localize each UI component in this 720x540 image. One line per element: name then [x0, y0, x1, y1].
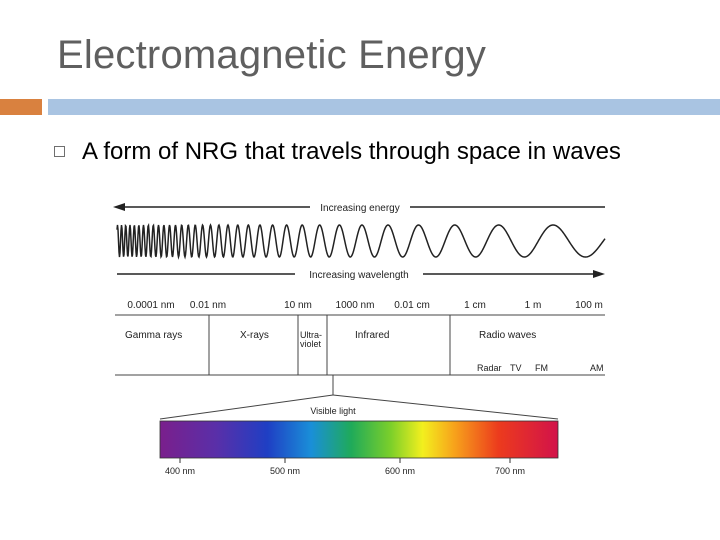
band-radar: Radar [477, 363, 502, 373]
energy-arrow [113, 203, 605, 211]
band-tv: TV [510, 363, 522, 373]
energy-arrow-label: Increasing energy [320, 203, 400, 214]
title-divider-bar [48, 99, 720, 115]
slide-title: Electromagnetic Energy [57, 33, 487, 77]
wavelength-scale: 0.0001 nm 0.01 nm 10 nm 1000 nm 0.01 cm … [127, 300, 603, 311]
region-ultraviolet-1: Ultra- [300, 330, 322, 340]
em-spectrum-diagram: Increasing energy Increasing wavelength … [113, 203, 606, 476]
scale-label: 1 m [525, 300, 542, 311]
wave-graphic [116, 223, 606, 260]
title-accent-bar [0, 99, 42, 115]
visible-light-label: Visible light [310, 406, 356, 416]
visible-ticks [179, 458, 511, 463]
region-xrays: X-rays [240, 330, 269, 341]
scale-label: 1 cm [464, 300, 486, 311]
scale-label: 0.0001 nm [127, 300, 174, 311]
visible-tick-label: 600 nm [385, 466, 415, 476]
visible-tick-label: 500 nm [270, 466, 300, 476]
band-am: AM [590, 363, 604, 373]
visible-spectrum-band [159, 420, 559, 459]
scale-label: 0.01 cm [394, 300, 430, 311]
band-fm: FM [535, 363, 548, 373]
scale-label: 100 m [575, 300, 603, 311]
visible-tick-label: 400 nm [165, 466, 195, 476]
scale-label: 10 nm [284, 300, 312, 311]
hollow-square-bullet-icon [54, 146, 65, 157]
region-infrared: Infrared [355, 330, 389, 341]
scale-label: 0.01 nm [190, 300, 226, 311]
wavelength-arrow-label: Increasing wavelength [309, 270, 409, 281]
region-gamma: Gamma rays [125, 330, 182, 341]
region-radio: Radio waves [479, 330, 536, 341]
visible-zoom-lines [159, 394, 559, 420]
scale-label: 1000 nm [336, 300, 375, 311]
bullet-text: A form of NRG that travels through space… [82, 138, 621, 165]
wavelength-arrow [117, 270, 605, 278]
region-ultraviolet-2: violet [300, 339, 322, 349]
visible-tick-label: 700 nm [495, 466, 525, 476]
region-labels: Gamma rays X-rays Ultra- violet Infrared… [125, 330, 604, 373]
visible-tick-labels: 400 nm 500 nm 600 nm 700 nm [165, 466, 525, 476]
region-table [115, 314, 605, 395]
